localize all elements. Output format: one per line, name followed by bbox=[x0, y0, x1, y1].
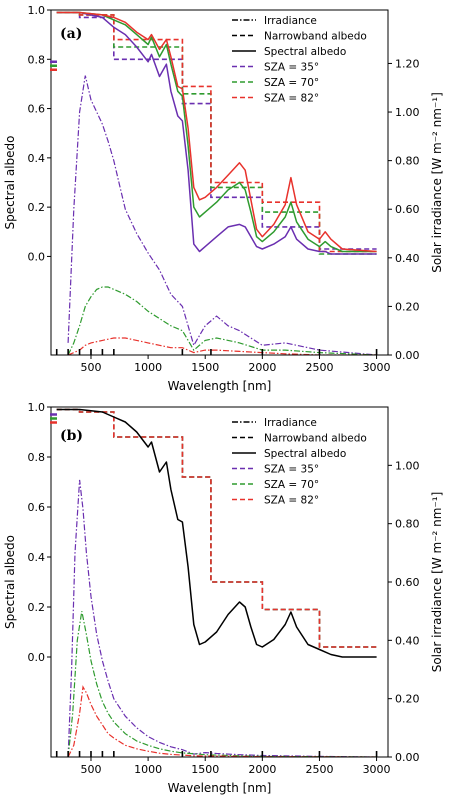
left-tick-label: 0.2 bbox=[28, 201, 46, 214]
left-tick-label: 0.6 bbox=[28, 501, 46, 514]
irradiance-line-2 bbox=[67, 611, 377, 757]
x-tick-label: 1500 bbox=[191, 361, 219, 374]
x-tick-label: 1000 bbox=[134, 361, 162, 374]
albedo-line-2 bbox=[56, 11, 377, 253]
legend-label: SZA = 70° bbox=[264, 479, 319, 491]
right-tick-label: 0.80 bbox=[395, 155, 420, 168]
left-tick-label: 0.4 bbox=[28, 152, 46, 165]
right-tick-label: 0.00 bbox=[395, 349, 420, 362]
left-axis-title: Spectral albedo bbox=[3, 135, 17, 229]
x-tick-label: 2500 bbox=[305, 361, 333, 374]
narrowband-line-3 bbox=[56, 408, 377, 648]
x-axis-title: Wavelength [nm] bbox=[168, 781, 272, 795]
right-tick-label: 0.40 bbox=[395, 252, 420, 265]
right-tick-label: 0.60 bbox=[395, 576, 420, 589]
legend-label: SZA = 82° bbox=[264, 93, 319, 105]
narrowband-line-2 bbox=[56, 11, 377, 255]
narrowband-line-1 bbox=[56, 11, 377, 250]
irradiance-line-2 bbox=[67, 286, 377, 355]
legend-label: Spectral albedo bbox=[264, 448, 346, 460]
irradiance-line-1 bbox=[67, 479, 377, 757]
right-tick-label: 0.20 bbox=[395, 693, 420, 706]
legend-label: Narrowband albedo bbox=[264, 433, 367, 445]
right-tick-label: 0.80 bbox=[395, 518, 420, 531]
panel-label: (a) bbox=[60, 26, 82, 42]
x-tick-label: 2000 bbox=[248, 361, 276, 374]
legend-label: Irradiance bbox=[264, 15, 317, 27]
left-axis-title: Spectral albedo bbox=[3, 535, 17, 629]
legend-label: SZA = 35° bbox=[264, 464, 319, 476]
right-tick-label: 0.40 bbox=[395, 634, 420, 647]
albedo-line-1 bbox=[56, 408, 377, 658]
x-tick-label: 1500 bbox=[191, 763, 219, 776]
plot-frame bbox=[50, 9, 389, 356]
left-tick-label: 0.8 bbox=[28, 53, 46, 66]
narrowband-line-1 bbox=[56, 408, 377, 648]
x-tick-label: 3000 bbox=[363, 763, 391, 776]
right-axis-title: Solar irradiance [W m⁻² nm⁻¹] bbox=[430, 492, 444, 673]
left-tick-label: 0.6 bbox=[28, 103, 46, 116]
panel-a: 500 1000 1500 2000 2500 3000 0.0 0.2 0.4 0.6 0.8 1.… bbox=[3, 4, 444, 393]
left-tick-label: 0.4 bbox=[28, 551, 46, 564]
narrowband-line-3 bbox=[56, 11, 377, 253]
legend-label: SZA = 35° bbox=[264, 62, 319, 74]
panel-label: (b) bbox=[60, 428, 83, 444]
right-tick-label: 0.20 bbox=[395, 300, 420, 313]
left-tick-label: 1.0 bbox=[28, 401, 46, 414]
plot-area bbox=[56, 11, 377, 355]
narrowband-line-2 bbox=[56, 408, 377, 648]
right-tick-label: 1.20 bbox=[395, 57, 420, 70]
plot-area bbox=[56, 408, 377, 757]
right-tick-label: 1.00 bbox=[395, 459, 420, 472]
right-axis-title: Solar irradiance [W m⁻² nm⁻¹] bbox=[430, 92, 444, 273]
legend-label: Irradiance bbox=[264, 417, 317, 429]
irradiance-line-1 bbox=[67, 75, 377, 355]
albedo-line-3 bbox=[56, 11, 377, 253]
legend-label: Narrowband albedo bbox=[264, 31, 367, 43]
x-tick-label: 1000 bbox=[134, 763, 162, 776]
panel-b: 500 1000 1500 2000 2500 3000 0.0 0.2 0.4 0.6 0.8 1.… bbox=[3, 401, 444, 795]
legend-label: SZA = 70° bbox=[264, 77, 319, 89]
x-tick-label: 500 bbox=[80, 763, 101, 776]
x-tick-label: 2500 bbox=[305, 763, 333, 776]
x-tick-label: 500 bbox=[80, 361, 101, 374]
left-tick-label: 0.0 bbox=[28, 651, 46, 664]
albedo-line-1 bbox=[56, 11, 377, 255]
legend-label: SZA = 82° bbox=[264, 495, 319, 507]
irradiance-line-3 bbox=[67, 685, 377, 757]
legend-label: Spectral albedo bbox=[264, 46, 346, 58]
right-tick-label: 0.60 bbox=[395, 203, 420, 216]
x-axis-title: Wavelength [nm] bbox=[168, 379, 272, 393]
left-tick-label: 0.0 bbox=[28, 250, 46, 263]
right-tick-label: 0.00 bbox=[395, 751, 420, 764]
left-tick-label: 0.8 bbox=[28, 451, 46, 464]
x-tick-label: 2000 bbox=[248, 763, 276, 776]
x-tick-label: 3000 bbox=[363, 361, 391, 374]
left-tick-label: 1.0 bbox=[28, 4, 46, 17]
right-tick-label: 1.00 bbox=[395, 106, 420, 119]
irradiance-line-3 bbox=[67, 337, 377, 355]
left-tick-label: 0.2 bbox=[28, 601, 46, 614]
